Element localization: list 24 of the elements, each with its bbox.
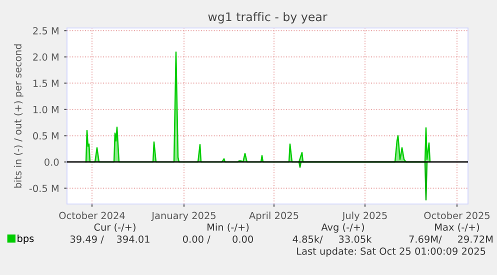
text: 39.49 / 394.01 bbox=[70, 235, 150, 244]
x-tick-label: October 2024 bbox=[59, 212, 125, 220]
y-axis-title: bits in (-) / out (+) per second bbox=[14, 44, 24, 188]
y-tick-label: 2.5 M bbox=[33, 27, 58, 34]
chart-title: wg1 traffic - by year bbox=[208, 12, 328, 24]
x-tick-label: January 2025 bbox=[151, 212, 216, 222]
text: Avg (-/+) bbox=[321, 223, 364, 233]
text: 4.85k/ 33.05k bbox=[292, 235, 372, 244]
legend-label: bps bbox=[18, 234, 34, 244]
y-tick-label: 0.5 M bbox=[33, 132, 58, 140]
text: Max (-/+) bbox=[435, 223, 480, 232]
y-tick-label: -0.5 M bbox=[29, 184, 58, 192]
x-tick-label: April 2025 bbox=[249, 212, 298, 222]
text: 0.00 / 0.00 bbox=[182, 235, 254, 244]
text: Last update: Sat Oct 25 01:00:09 2025 bbox=[297, 247, 486, 257]
y-tick-label: 1.0 M bbox=[33, 106, 58, 114]
x-tick-label: July 2025 bbox=[342, 212, 387, 222]
text: Cur (-/+) bbox=[94, 223, 136, 232]
x-tick-label: October 2025 bbox=[424, 212, 490, 220]
y-tick-label: 0.0 bbox=[44, 158, 59, 166]
text: 7.69M/ 29.72M bbox=[409, 235, 493, 244]
y-tick-label: 2.0 M bbox=[33, 53, 58, 61]
y-tick-label: 1.5 M bbox=[33, 80, 58, 87]
text: Min (-/+) bbox=[208, 223, 249, 232]
